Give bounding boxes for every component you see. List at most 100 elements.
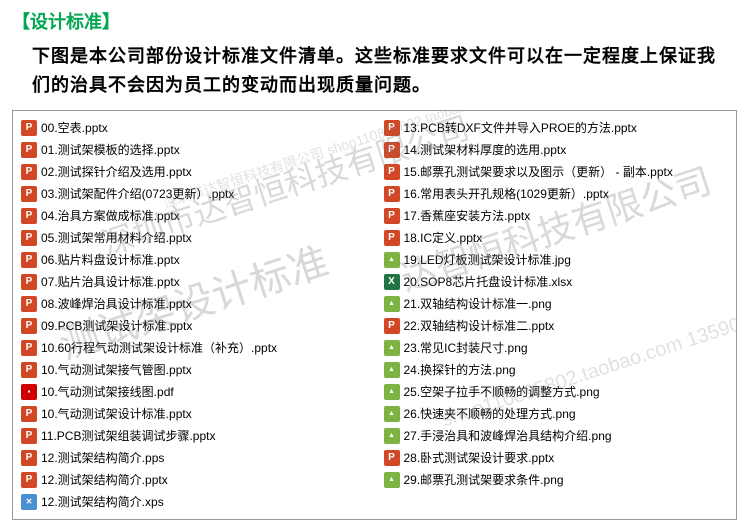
- file-item[interactable]: 13.PCB转DXF文件并导入PROE的方法.pptx: [384, 117, 729, 139]
- file-name: 03.测试架配件介绍(0723更新）.pptx: [41, 185, 234, 202]
- pptx-file-icon: [21, 472, 37, 488]
- pptx-file-icon: [21, 164, 37, 180]
- pptx-file-icon: [384, 450, 400, 466]
- file-name: 16.常用表头开孔规格(1029更新）.pptx: [404, 185, 609, 202]
- file-name: 10.气动测试架接线图.pdf: [41, 383, 174, 400]
- file-name: 10.气动测试架接气管图.pptx: [41, 361, 192, 378]
- jpg-file-icon: [384, 252, 400, 268]
- pptx-file-icon: [384, 318, 400, 334]
- file-name: 23.常见IC封装尺寸.png: [404, 339, 528, 356]
- pps-file-icon: [21, 450, 37, 466]
- pptx-file-icon: [21, 406, 37, 422]
- file-name: 04.治具方案做成标准.pptx: [41, 207, 180, 224]
- file-item[interactable]: 03.测试架配件介绍(0723更新）.pptx: [21, 183, 366, 205]
- pptx-file-icon: [384, 120, 400, 136]
- file-name: 12.测试架结构简介.pptx: [41, 471, 168, 488]
- file-list-container: 深圳市达智恒科技有限公司 shop110895802.taobao.com 13…: [12, 110, 737, 520]
- file-name: 24.换探针的方法.png: [404, 361, 516, 378]
- file-item[interactable]: 08.波峰焊治具设计标准.pptx: [21, 293, 366, 315]
- file-name: 13.PCB转DXF文件并导入PROE的方法.pptx: [404, 119, 637, 136]
- file-item[interactable]: 00.空表.pptx: [21, 117, 366, 139]
- file-item[interactable]: 26.快速夹不顺畅的处理方式.png: [384, 403, 729, 425]
- file-item[interactable]: 05.测试架常用材料介绍.pptx: [21, 227, 366, 249]
- section-header: 【设计标准】: [0, 0, 749, 38]
- file-item[interactable]: 02.测试探针介绍及选用.pptx: [21, 161, 366, 183]
- file-name: 27.手浸治具和波峰焊治具结构介绍.png: [404, 427, 612, 444]
- png-file-icon: [384, 296, 400, 312]
- file-name: 22.双轴结构设计标准二.pptx: [404, 317, 555, 334]
- png-file-icon: [384, 472, 400, 488]
- file-item[interactable]: 22.双轴结构设计标准二.pptx: [384, 315, 729, 337]
- file-item[interactable]: 12.测试架结构简介.pptx: [21, 469, 366, 491]
- file-item[interactable]: 16.常用表头开孔规格(1029更新）.pptx: [384, 183, 729, 205]
- file-item[interactable]: 10.气动测试架接气管图.pptx: [21, 359, 366, 381]
- pptx-file-icon: [21, 428, 37, 444]
- pptx-file-icon: [21, 362, 37, 378]
- file-name: 11.PCB测试架组装调试步骤.pptx: [41, 427, 215, 444]
- file-item[interactable]: 10.60行程气动测试架设计标准（补充）.pptx: [21, 337, 366, 359]
- file-name: 07.贴片治具设计标准.pptx: [41, 273, 180, 290]
- file-item[interactable]: 10.气动测试架设计标准.pptx: [21, 403, 366, 425]
- file-name: 10.气动测试架设计标准.pptx: [41, 405, 192, 422]
- pptx-file-icon: [21, 208, 37, 224]
- file-item[interactable]: 12.测试架结构简介.xps: [21, 491, 366, 513]
- file-name: 25.空架子拉手不顺畅的调整方式.png: [404, 383, 600, 400]
- file-name: 01.测试架模板的选择.pptx: [41, 141, 180, 158]
- pptx-file-icon: [384, 186, 400, 202]
- file-item[interactable]: 19.LED灯板测试架设计标准.jpg: [384, 249, 729, 271]
- section-description: 下图是本公司部份设计标准文件清单。这些标准要求文件可以在一定程度上保证我们的治具…: [0, 38, 749, 110]
- pptx-file-icon: [21, 142, 37, 158]
- file-item[interactable]: 07.贴片治具设计标准.pptx: [21, 271, 366, 293]
- file-item[interactable]: 18.IC定义.pptx: [384, 227, 729, 249]
- file-item[interactable]: 29.邮票孔测试架要求条件.png: [384, 469, 729, 491]
- file-item[interactable]: 20.SOP8芯片托盘设计标准.xlsx: [384, 271, 729, 293]
- file-item[interactable]: 12.测试架结构简介.pps: [21, 447, 366, 469]
- file-column-right: 13.PCB转DXF文件并导入PROE的方法.pptx 14.测试架材料厚度的选用…: [384, 117, 729, 513]
- file-item[interactable]: 10.气动测试架接线图.pdf: [21, 381, 366, 403]
- png-file-icon: [384, 406, 400, 422]
- file-name: 00.空表.pptx: [41, 119, 108, 136]
- png-file-icon: [384, 428, 400, 444]
- file-item[interactable]: 11.PCB测试架组装调试步骤.pptx: [21, 425, 366, 447]
- pptx-file-icon: [21, 186, 37, 202]
- file-item[interactable]: 17.香蕉座安装方法.pptx: [384, 205, 729, 227]
- file-name: 08.波峰焊治具设计标准.pptx: [41, 295, 192, 312]
- file-item[interactable]: 21.双轴结构设计标准一.png: [384, 293, 729, 315]
- pptx-file-icon: [21, 230, 37, 246]
- file-name: 17.香蕉座安装方法.pptx: [404, 207, 531, 224]
- file-name: 19.LED灯板测试架设计标准.jpg: [404, 251, 571, 268]
- xps-file-icon: [21, 494, 37, 510]
- pptx-file-icon: [21, 296, 37, 312]
- file-item[interactable]: 04.治具方案做成标准.pptx: [21, 205, 366, 227]
- file-name: 02.测试探针介绍及选用.pptx: [41, 163, 192, 180]
- file-column-left: 00.空表.pptx 01.测试架模板的选择.pptx 02.测试探针介绍及选用.p…: [21, 117, 366, 513]
- pptx-file-icon: [21, 318, 37, 334]
- pptx-file-icon: [384, 230, 400, 246]
- file-item[interactable]: 27.手浸治具和波峰焊治具结构介绍.png: [384, 425, 729, 447]
- file-item[interactable]: 25.空架子拉手不顺畅的调整方式.png: [384, 381, 729, 403]
- png-file-icon: [384, 340, 400, 356]
- file-item[interactable]: 06.贴片料盘设计标准.pptx: [21, 249, 366, 271]
- file-item[interactable]: 28.卧式测试架设计要求.pptx: [384, 447, 729, 469]
- file-name: 14.测试架材料厚度的选用.pptx: [404, 141, 567, 158]
- xlsx-file-icon: [384, 274, 400, 290]
- file-name: 15.邮票孔测试架要求以及图示（更新） - 副本.pptx: [404, 163, 673, 180]
- file-item[interactable]: 01.测试架模板的选择.pptx: [21, 139, 366, 161]
- file-item[interactable]: 24.换探针的方法.png: [384, 359, 729, 381]
- pptx-file-icon: [21, 340, 37, 356]
- file-name: 18.IC定义.pptx: [404, 229, 483, 246]
- png-file-icon: [384, 384, 400, 400]
- file-item[interactable]: 15.邮票孔测试架要求以及图示（更新） - 副本.pptx: [384, 161, 729, 183]
- pdf-file-icon: [21, 384, 37, 400]
- file-item[interactable]: 14.测试架材料厚度的选用.pptx: [384, 139, 729, 161]
- file-name: 12.测试架结构简介.xps: [41, 493, 164, 510]
- file-name: 21.双轴结构设计标准一.png: [404, 295, 552, 312]
- file-name: 09.PCB测试架设计标准.pptx: [41, 317, 192, 334]
- file-item[interactable]: 09.PCB测试架设计标准.pptx: [21, 315, 366, 337]
- pptx-file-icon: [384, 142, 400, 158]
- file-item[interactable]: 23.常见IC封装尺寸.png: [384, 337, 729, 359]
- file-name: 20.SOP8芯片托盘设计标准.xlsx: [404, 273, 573, 290]
- file-name: 29.邮票孔测试架要求条件.png: [404, 471, 564, 488]
- file-name: 05.测试架常用材料介绍.pptx: [41, 229, 192, 246]
- pptx-file-icon: [21, 274, 37, 290]
